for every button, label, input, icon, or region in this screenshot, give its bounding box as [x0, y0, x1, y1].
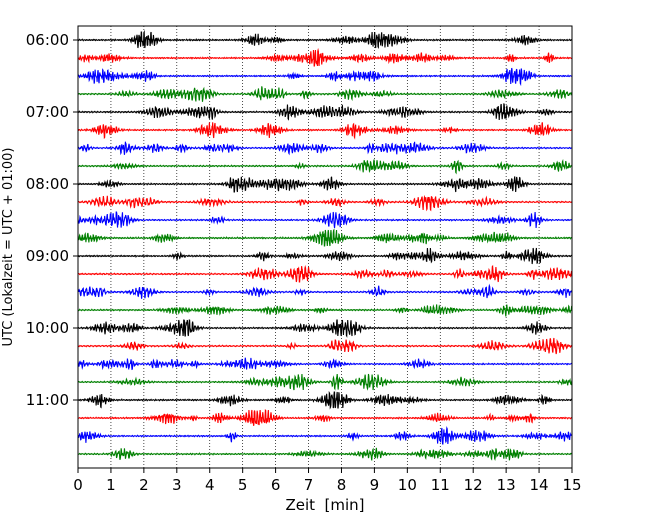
- x-axis-ticks: 0 1 2 3 4 5 6 7 8 9 10 11 12 13 14 15: [73, 468, 582, 494]
- trace-0915: [77, 264, 573, 283]
- trace-1115: [77, 408, 573, 426]
- x-tick-label: 1: [106, 476, 116, 494]
- x-tick-label: 11: [431, 476, 450, 494]
- x-axis-label: Zeit [min]: [285, 496, 364, 514]
- trace-0700: [77, 103, 573, 121]
- x-tick-label: 13: [497, 476, 516, 494]
- y-tick-label: 06:00: [26, 31, 69, 49]
- trace-0745: [77, 159, 573, 175]
- trace-0730: [77, 141, 573, 156]
- x-tick-label: 5: [238, 476, 248, 494]
- trace-1130: [77, 425, 573, 445]
- y-tick-label: 09:00: [26, 247, 69, 265]
- x-tick-label: 9: [370, 476, 380, 494]
- trace-0645: [77, 86, 573, 102]
- x-tick-label: 15: [562, 476, 581, 494]
- trace-0715: [78, 122, 573, 140]
- trace-0815: [77, 194, 573, 212]
- trace-0600: [77, 29, 573, 49]
- trace-1100: [77, 390, 573, 410]
- x-tick-label: 14: [530, 476, 549, 494]
- trace-0930: [77, 283, 573, 299]
- x-tick-label: 3: [172, 476, 182, 494]
- y-axis-label: UTC (Lokalzeit = UTC + 01:00): [1, 148, 16, 347]
- trace-0945: [77, 304, 573, 317]
- x-tick-label: 8: [337, 476, 347, 494]
- plot-frame: [77, 25, 573, 469]
- y-tick-label: 11:00: [26, 391, 69, 409]
- trace-0900: [77, 247, 573, 265]
- trace-1015: [77, 337, 573, 355]
- x-tick-label: 4: [205, 476, 215, 494]
- trace-0630: [77, 67, 573, 87]
- trace-1030: [77, 357, 573, 371]
- x-tick-label: 7: [304, 476, 314, 494]
- x-tick-label: 12: [464, 476, 483, 494]
- trace-0800: [77, 176, 573, 193]
- trace-1045: [77, 373, 573, 391]
- y-tick-label: 10:00: [26, 319, 69, 337]
- seismic-traces: [77, 29, 573, 461]
- y-tick-label: 07:00: [26, 103, 69, 121]
- y-tick-label: 08:00: [26, 175, 69, 193]
- trace-1145: [77, 447, 573, 461]
- x-tick-label: 0: [73, 476, 83, 494]
- trace-0830: [77, 211, 572, 229]
- trace-0615: [77, 47, 573, 67]
- y-axis-ticks: 06:00 07:00 08:00 09:00 10:00 11:00: [26, 31, 78, 409]
- x-tick-label: 10: [398, 476, 417, 494]
- trace-1000: [77, 319, 573, 338]
- x-tick-label: 6: [271, 476, 281, 494]
- trace-0845: [77, 228, 573, 247]
- x-tick-label: 2: [139, 476, 149, 494]
